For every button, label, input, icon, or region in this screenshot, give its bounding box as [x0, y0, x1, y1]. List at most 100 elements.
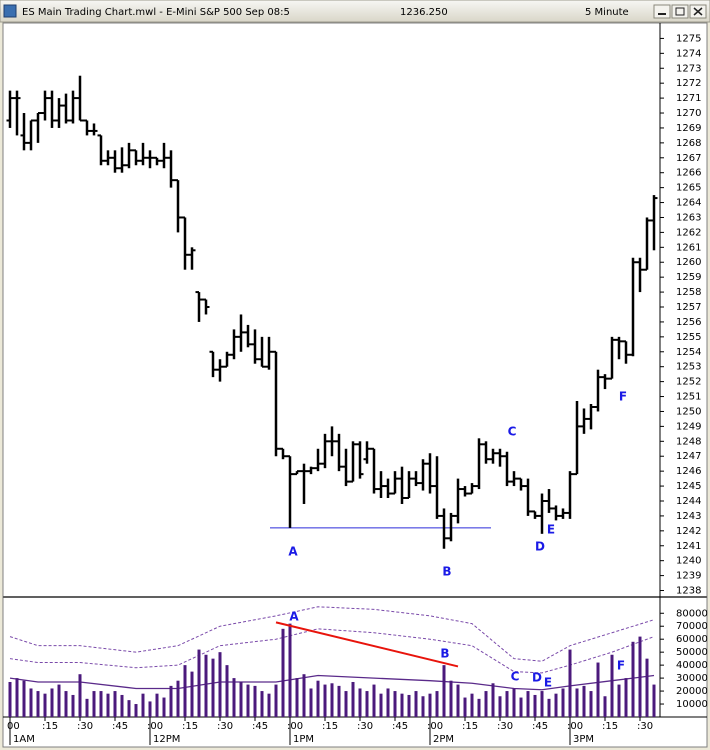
- volume-bar: [106, 693, 110, 717]
- window-buttons[interactable]: [653, 4, 707, 19]
- close-icon: [693, 7, 703, 16]
- volume-bar: [155, 693, 159, 717]
- annotation: A: [288, 545, 298, 559]
- y-tick-label: 1242: [676, 526, 701, 537]
- volume-bar: [148, 701, 152, 717]
- maximize-button[interactable]: [671, 4, 689, 19]
- volume-bar: [484, 691, 488, 717]
- volume-bar: [421, 696, 425, 717]
- volume-bar: [365, 691, 369, 717]
- volume-bar: [393, 691, 397, 717]
- volume-bar: [575, 688, 579, 717]
- volume-bar: [526, 691, 530, 717]
- y-tick-label: 80000: [676, 608, 708, 619]
- volume-bar: [554, 693, 558, 717]
- x-tick-label: :15: [42, 721, 58, 732]
- session-label: 2PM: [433, 734, 454, 745]
- y-tick-label: 70000: [676, 621, 708, 632]
- y-tick-label: 1243: [676, 511, 701, 522]
- x-tick-label: :00: [287, 721, 303, 732]
- volume-bar: [596, 662, 600, 717]
- annotation: F: [619, 390, 627, 404]
- volume-bar: [449, 680, 453, 717]
- volume-bar: [92, 691, 96, 717]
- y-tick-label: 1269: [676, 123, 701, 134]
- volume-bar: [197, 649, 201, 717]
- y-tick-label: 1265: [676, 183, 701, 194]
- volume-bar: [638, 636, 642, 717]
- annotation: C: [511, 670, 520, 684]
- y-tick-label: 1274: [676, 48, 701, 59]
- volume-bar: [442, 665, 446, 717]
- volume-bar: [267, 693, 271, 717]
- interval: 5 Minute: [585, 7, 629, 18]
- volume-bar: [288, 623, 292, 717]
- y-tick-label: 30000: [676, 673, 708, 684]
- volume-bar: [43, 693, 47, 717]
- volume-bar: [246, 684, 250, 717]
- volume-bar: [190, 671, 194, 717]
- y-tick-label: 1238: [676, 586, 701, 597]
- annotation: A: [289, 610, 299, 624]
- x-tick-label: :30: [357, 721, 373, 732]
- title-bar: [0, 0, 710, 23]
- volume-bar: [218, 652, 222, 717]
- volume-band: [9, 674, 655, 691]
- annotation: E: [547, 523, 555, 537]
- volume-bar: [400, 693, 404, 717]
- volume-bar: [631, 641, 635, 717]
- session-label: 12PM: [153, 734, 180, 745]
- volume-bar: [533, 694, 537, 717]
- volume-bar: [414, 691, 418, 717]
- y-tick-label: 1259: [676, 272, 701, 283]
- volume-bar: [463, 697, 467, 717]
- x-tick-label: :15: [462, 721, 478, 732]
- volume-bar: [183, 665, 187, 717]
- minimize-button[interactable]: [653, 4, 671, 19]
- y-tick-label: 1264: [676, 198, 701, 209]
- volume-bar: [337, 685, 341, 717]
- y-tick-label: 1266: [676, 168, 701, 179]
- volume-bar: [330, 683, 334, 717]
- y-tick-label: 1244: [676, 496, 701, 507]
- window-icon: [3, 4, 17, 18]
- volume-bar: [134, 704, 138, 717]
- volume-bar: [610, 654, 614, 717]
- volume-bar: [323, 684, 327, 717]
- y-tick-label: 1245: [676, 481, 701, 492]
- y-tick-label: 1252: [676, 377, 701, 388]
- volume-bar: [561, 688, 565, 717]
- x-tick-label: :45: [252, 721, 268, 732]
- volume-band: [9, 628, 655, 674]
- volume-bar: [113, 691, 117, 717]
- y-tick-label: 60000: [676, 634, 708, 645]
- y-tick-label: 1254: [676, 347, 701, 358]
- volume-bar: [582, 685, 586, 717]
- volume-bar: [358, 688, 362, 717]
- x-tick-label: :15: [602, 721, 618, 732]
- volume-bar: [295, 678, 299, 717]
- volume-bar: [50, 688, 54, 717]
- volume-bar: [316, 680, 320, 717]
- volume-bar: [470, 693, 474, 717]
- last-price: 1236.250: [400, 7, 448, 18]
- volume-bar: [85, 698, 89, 717]
- x-tick-label: :45: [112, 721, 128, 732]
- y-tick-label: 1262: [676, 227, 701, 238]
- volume-bar: [225, 665, 229, 717]
- volume-bar: [645, 658, 649, 717]
- y-tick-label: 1251: [676, 392, 701, 403]
- y-tick-label: 1270: [676, 108, 701, 119]
- volume-bar: [99, 691, 103, 717]
- volume-bar: [540, 691, 544, 717]
- volume-bar: [253, 685, 257, 717]
- annotation: B: [440, 647, 449, 661]
- x-tick-label: :30: [77, 721, 93, 732]
- x-tick-label: :45: [392, 721, 408, 732]
- volume-bar: [302, 674, 306, 717]
- y-tick-label: 1275: [676, 33, 701, 44]
- volume-bar: [22, 680, 26, 717]
- y-tick-label: 20000: [676, 686, 708, 697]
- annotation: C: [508, 425, 517, 439]
